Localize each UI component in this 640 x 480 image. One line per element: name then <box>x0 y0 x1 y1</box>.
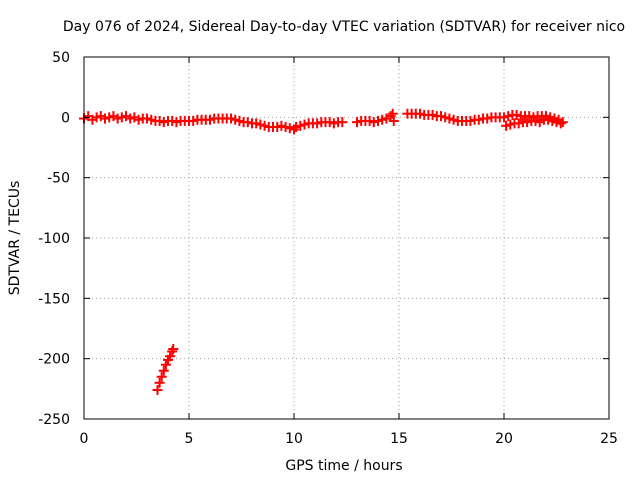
y-tick-label: 0 <box>61 110 70 126</box>
chart-title: Day 076 of 2024, Sidereal Day-to-day VTE… <box>63 19 625 35</box>
y-axis-label: SDTVAR / TECUs <box>7 181 23 296</box>
x-tick-label: 20 <box>495 431 513 447</box>
data-points <box>79 108 568 396</box>
y-tick-label: -150 <box>38 291 70 307</box>
data-point <box>160 359 171 370</box>
y-tick-label: -250 <box>38 412 70 428</box>
x-axis: 0 5 10 15 20 25 <box>80 57 618 447</box>
data-point <box>154 377 165 388</box>
data-point <box>387 108 398 119</box>
y-tick-label: -100 <box>38 231 70 247</box>
y-tick-label: -200 <box>38 352 70 368</box>
data-point <box>156 371 167 382</box>
data-point <box>168 344 179 355</box>
data-point <box>152 385 163 396</box>
data-point <box>557 117 568 128</box>
data-point <box>158 365 169 376</box>
y-tick-label: -50 <box>47 171 70 187</box>
data-point <box>388 115 399 126</box>
x-tick-label: 10 <box>285 431 303 447</box>
x-tick-label: 15 <box>390 431 408 447</box>
x-tick-label: 5 <box>185 431 194 447</box>
y-axis: 50 0 -50 -100 -150 -200 -250 <box>38 50 609 428</box>
y-tick-label: 50 <box>52 50 70 66</box>
x-tick-label: 25 <box>600 431 618 447</box>
x-axis-label: GPS time / hours <box>285 458 402 474</box>
x-tick-label: 0 <box>80 431 89 447</box>
data-point <box>165 351 176 362</box>
data-point <box>337 117 348 128</box>
